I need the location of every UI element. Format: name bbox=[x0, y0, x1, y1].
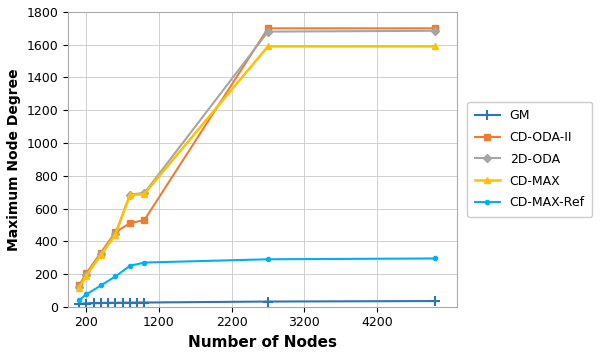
CD-ODA-II bbox=[97, 251, 104, 255]
2D-ODA bbox=[141, 191, 148, 195]
GM bbox=[90, 301, 97, 305]
CD-MAX-Ref bbox=[141, 260, 148, 265]
GM bbox=[141, 300, 148, 305]
CD-MAX-Ref bbox=[76, 298, 83, 302]
CD-ODA-II bbox=[76, 283, 83, 288]
CD-MAX-Ref bbox=[97, 283, 104, 288]
Y-axis label: Maximum Node Degree: Maximum Node Degree bbox=[7, 68, 21, 251]
CD-MAX-Ref bbox=[126, 264, 133, 268]
Line: CD-MAX-Ref: CD-MAX-Ref bbox=[77, 256, 437, 302]
Legend: GM, CD-ODA-II, 2D-ODA, CD-MAX, CD-MAX-Ref: GM, CD-ODA-II, 2D-ODA, CD-MAX, CD-MAX-Re… bbox=[467, 102, 592, 217]
X-axis label: Number of Nodes: Number of Nodes bbox=[188, 335, 337, 350]
CD-ODA-II bbox=[112, 230, 119, 235]
GM bbox=[119, 301, 126, 305]
Line: CD-ODA-II: CD-ODA-II bbox=[76, 25, 439, 289]
Line: GM: GM bbox=[74, 296, 440, 309]
GM bbox=[104, 301, 112, 305]
2D-ODA bbox=[83, 273, 90, 277]
CD-MAX-Ref bbox=[112, 274, 119, 278]
GM bbox=[97, 301, 104, 305]
GM bbox=[76, 302, 83, 306]
CD-MAX bbox=[97, 253, 104, 257]
CD-MAX-Ref bbox=[431, 256, 439, 261]
CD-MAX bbox=[431, 44, 439, 49]
GM bbox=[134, 300, 141, 305]
Line: CD-MAX: CD-MAX bbox=[76, 43, 439, 291]
CD-MAX-Ref bbox=[265, 257, 272, 261]
CD-MAX bbox=[112, 232, 119, 237]
GM bbox=[83, 301, 90, 306]
2D-ODA bbox=[97, 252, 104, 257]
CD-MAX bbox=[83, 273, 90, 278]
CD-MAX bbox=[76, 286, 83, 290]
CD-MAX bbox=[141, 192, 148, 196]
CD-ODA-II bbox=[126, 221, 133, 225]
CD-ODA-II bbox=[265, 26, 272, 30]
GM bbox=[112, 301, 119, 305]
CD-MAX bbox=[265, 44, 272, 49]
Line: 2D-ODA: 2D-ODA bbox=[76, 28, 438, 290]
CD-ODA-II bbox=[431, 26, 439, 30]
2D-ODA bbox=[431, 29, 439, 33]
CD-ODA-II bbox=[83, 271, 90, 275]
2D-ODA bbox=[112, 232, 119, 236]
CD-ODA-II bbox=[141, 218, 148, 222]
GM bbox=[126, 301, 133, 305]
2D-ODA bbox=[126, 192, 133, 197]
CD-MAX bbox=[126, 193, 133, 197]
2D-ODA bbox=[76, 285, 83, 289]
GM bbox=[431, 299, 439, 303]
2D-ODA bbox=[265, 30, 272, 34]
GM bbox=[265, 300, 272, 304]
CD-MAX-Ref bbox=[83, 292, 90, 297]
